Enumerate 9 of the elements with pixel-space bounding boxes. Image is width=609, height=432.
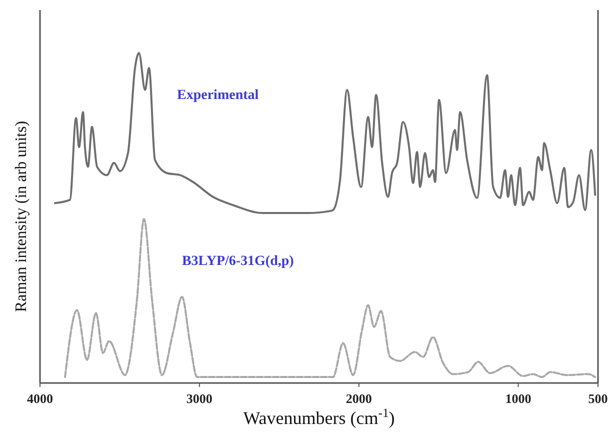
- series-label: Experimental: [177, 88, 259, 103]
- x-tick-label: 4000: [27, 391, 53, 406]
- x-tick-label: 500: [588, 391, 608, 406]
- series-label: B3LYP/6-31G(d,p): [182, 254, 294, 269]
- x-axis-title: Wavenumbers (cm$^{-1}$): [243, 406, 395, 428]
- x-tick-label: 1000: [505, 391, 532, 406]
- x-tick-label: 3000: [186, 391, 212, 406]
- x-tick-label: 2000: [346, 391, 372, 406]
- y-axis-title: Raman intensity (in arb units): [13, 120, 30, 312]
